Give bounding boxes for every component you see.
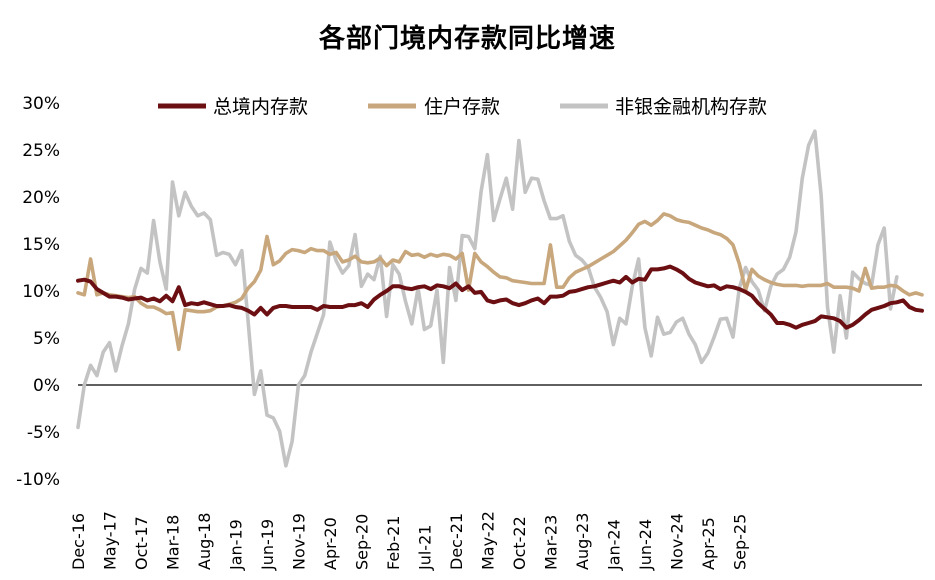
x-tick-label: Feb-21: [384, 516, 403, 570]
x-tick-label: Oct-17: [132, 516, 151, 570]
x-tick-label: Nov-24: [667, 513, 686, 570]
y-tick-label: 30%: [22, 94, 60, 114]
legend-label: 总境内存款: [213, 96, 308, 118]
x-tick-label: Dec-16: [69, 513, 88, 570]
x-tick-label: Oct-22: [510, 516, 529, 570]
y-tick-label: 25%: [22, 141, 60, 161]
x-tick-label: Dec-21: [447, 513, 466, 570]
x-tick-label: Sep-20: [352, 514, 371, 570]
chart-title: 各部门境内存款同比增速: [318, 24, 616, 54]
series-line: [76, 264, 924, 330]
x-tick-label: Sep-25: [730, 514, 749, 570]
x-tick-label: Jun-24: [636, 519, 655, 571]
series-line: [76, 129, 899, 468]
x-tick-label: Aug-18: [195, 513, 214, 570]
x-tick-label: Apr-20: [321, 517, 340, 570]
x-tick-label: Apr-25: [699, 517, 718, 570]
y-tick-label: 20%: [22, 188, 60, 208]
x-tick-label: Jun-19: [258, 519, 277, 571]
x-tick-label: Mar-23: [541, 515, 560, 570]
y-tick-label: 15%: [22, 235, 60, 255]
x-tick-label: Nov-19: [289, 513, 308, 570]
y-tick-label: 5%: [33, 329, 60, 349]
y-tick-label: 10%: [22, 282, 60, 302]
x-tick-label: May-17: [100, 511, 119, 570]
y-tick-label: -10%: [16, 470, 60, 490]
x-tick-label: Mar-18: [163, 515, 182, 570]
x-tick-label: May-22: [478, 511, 497, 570]
y-tick-label: 0%: [33, 376, 60, 396]
x-tick-label: Jul-21: [415, 525, 434, 571]
legend-label: 住户存款: [424, 96, 500, 118]
y-tick-label: -5%: [27, 423, 60, 443]
legend-label: 非银金融机构存款: [615, 96, 767, 118]
x-tick-label: Jan-19: [226, 519, 245, 571]
x-tick-label: Jan-24: [604, 519, 623, 571]
x-tick-label: Aug-23: [573, 513, 592, 570]
